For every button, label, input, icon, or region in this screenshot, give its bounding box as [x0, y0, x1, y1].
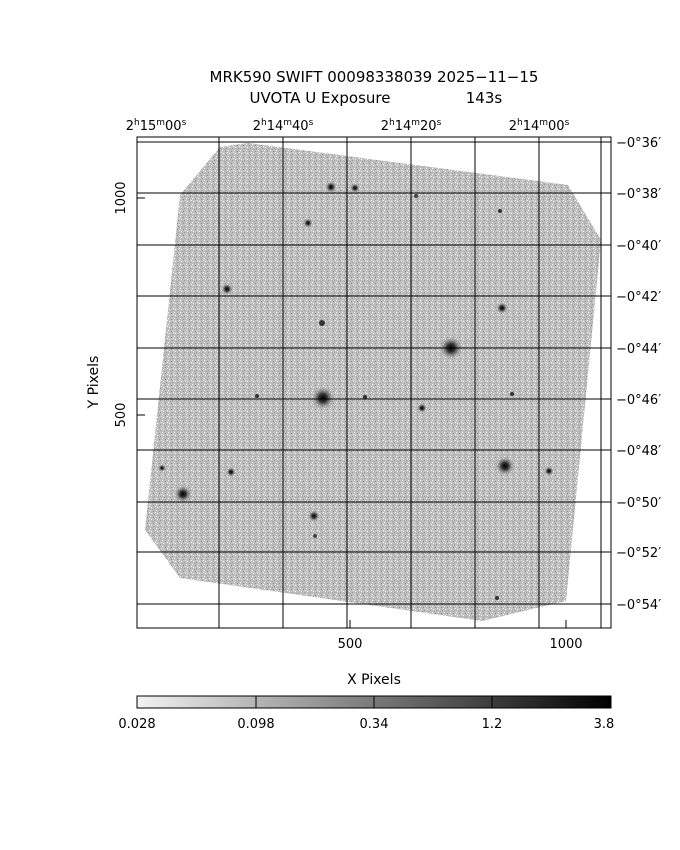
colorbar-label-4: 1.2 — [482, 717, 503, 732]
dec-label-4: −0°42′ — [616, 290, 661, 305]
plot-frame — [136, 136, 612, 629]
ra-labels: 2h15m00s 2h14m40s 2h14m20s 2h14m00s — [126, 118, 570, 134]
colorbar-ticks — [255, 696, 493, 708]
x-tick-label-1000: 1000 — [549, 637, 582, 652]
exposure-field — [145, 143, 601, 621]
colorbar-label-2: 0.098 — [237, 717, 274, 732]
dec-labels: −0°36′ −0°38′ −0°40′ −0°42′ −0°44′ −0°46… — [616, 136, 661, 613]
dec-label-7: −0°48′ — [616, 444, 661, 459]
title-line-2-left: UVOTA U Exposure — [250, 89, 391, 107]
x-ticks — [349, 620, 567, 628]
y-ticks — [137, 197, 145, 416]
dec-label-9: −0°52′ — [616, 546, 661, 561]
dec-label-8: −0°50′ — [616, 496, 661, 511]
title-line-2-right: 143s — [466, 89, 503, 107]
dec-label-3: −0°40′ — [616, 239, 661, 254]
y-axis-label: Y Pixels — [86, 356, 102, 410]
ra-label-2: 2h14m40s — [253, 118, 314, 134]
y-tick-label-500: 500 — [114, 403, 129, 428]
colorbar-label-3: 0.34 — [360, 717, 389, 732]
ra-label-4: 2h14m00s — [509, 118, 570, 134]
colorbar-label-5: 3.8 — [594, 717, 615, 732]
x-axis-label: X Pixels — [347, 672, 401, 688]
dec-label-1: −0°36′ — [616, 136, 661, 151]
dec-label-5: −0°44′ — [616, 342, 661, 357]
sources — [158, 181, 554, 600]
dec-label-6: −0°46′ — [616, 393, 661, 408]
ra-label-3: 2h14m20s — [381, 118, 442, 134]
x-tick-label-500: 500 — [338, 637, 363, 652]
coordinate-grid — [137, 137, 611, 628]
y-tick-label-1000: 1000 — [114, 181, 129, 214]
colorbar-label-1: 0.028 — [118, 717, 155, 732]
dec-label-2: −0°38′ — [616, 187, 661, 202]
title-line-1: MRK590 SWIFT 00098338039 2025−11−15 — [210, 68, 539, 86]
ra-label-1: 2h15m00s — [126, 118, 187, 134]
dec-label-10: −0°54′ — [616, 598, 661, 613]
